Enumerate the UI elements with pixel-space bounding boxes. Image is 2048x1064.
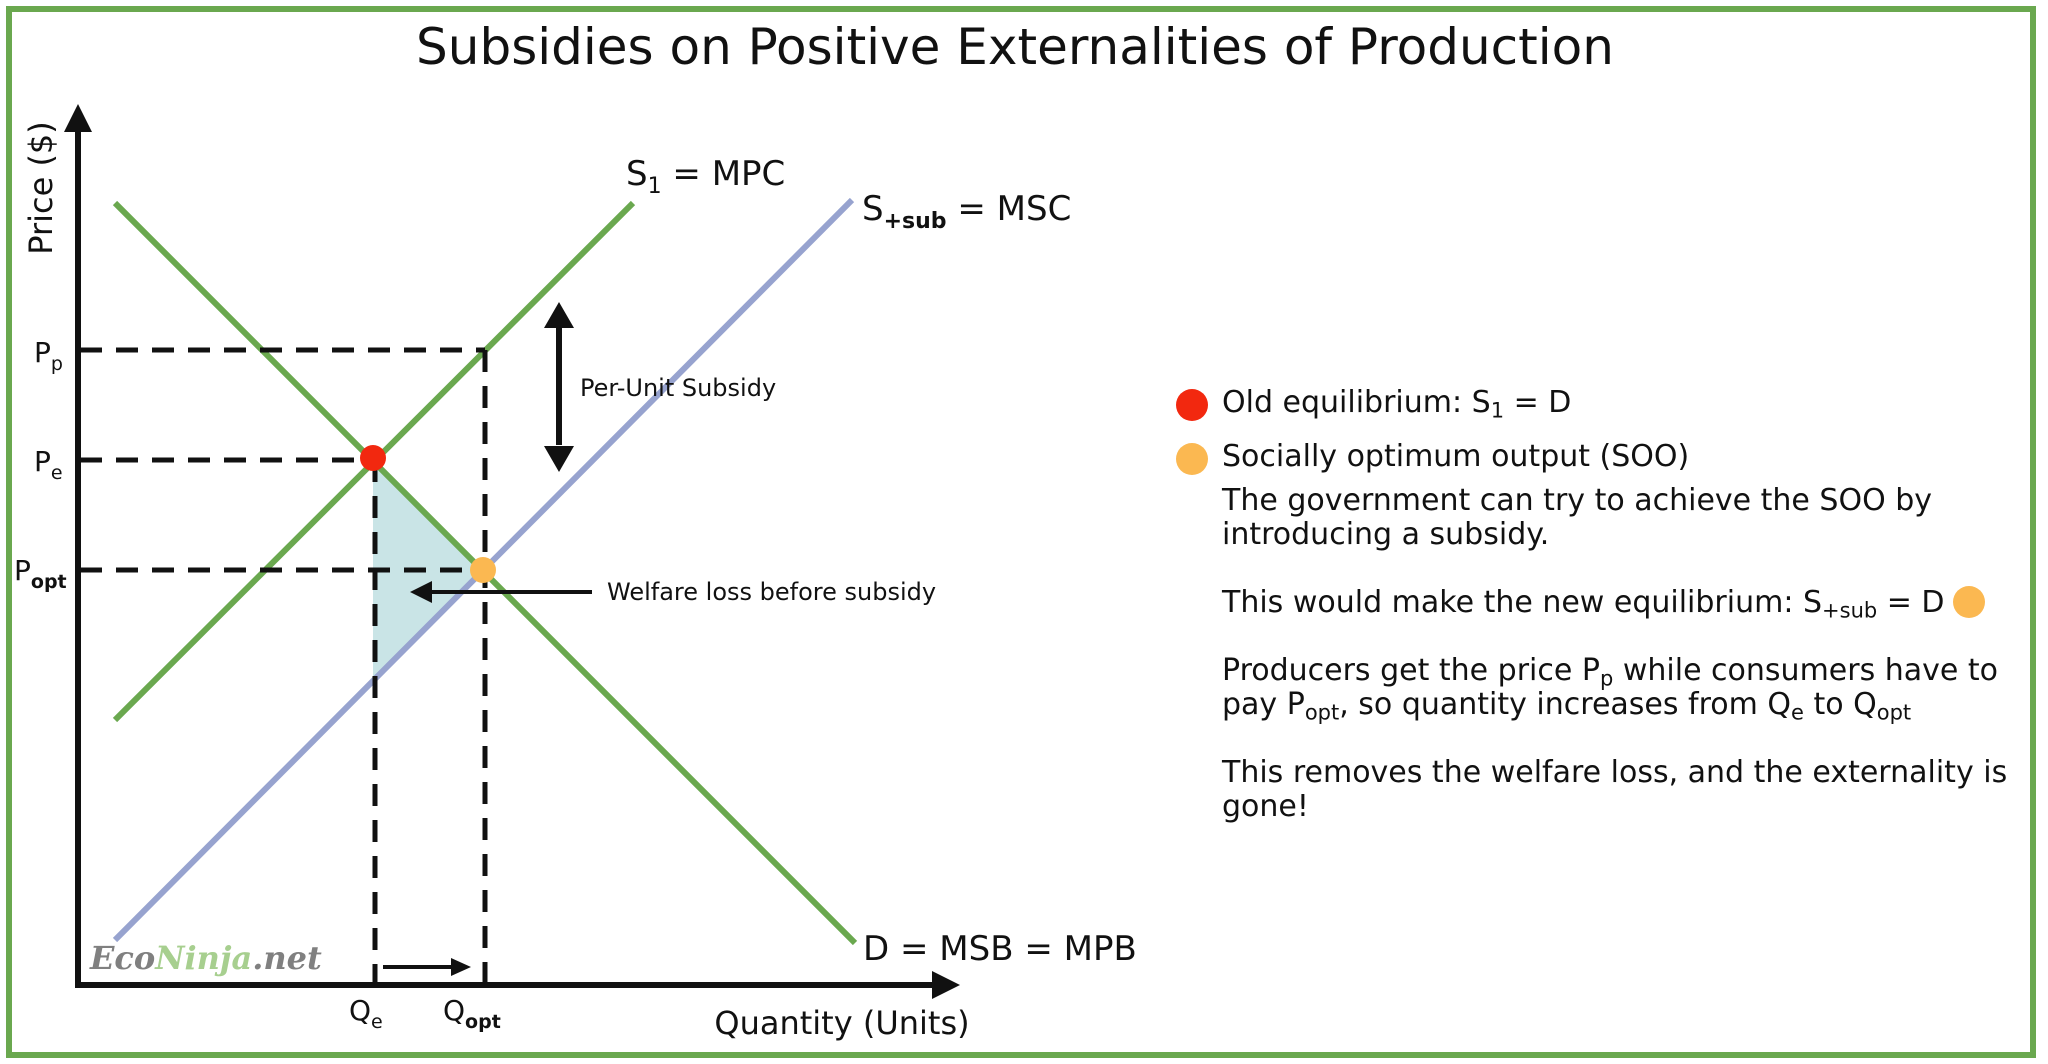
legend-panel: Old equilibrium: S1 = D Socially optimum… xyxy=(1176,384,2036,858)
popt-label: Popt xyxy=(14,554,67,593)
s1-label: S1 = MPC xyxy=(626,154,785,199)
pp-label: Pp xyxy=(34,336,63,375)
page-title: Subsidies on Positive Externalities of P… xyxy=(416,18,1614,76)
subsidy-arrow-up xyxy=(544,302,574,328)
frame-border xyxy=(6,6,2036,1058)
explanation-paragraph-4: This removes the welfare loss, and the e… xyxy=(1222,755,2008,824)
y-axis-label: Price ($) xyxy=(22,121,60,255)
legend-soo-text: Socially optimum output (SOO) xyxy=(1222,439,1690,474)
welfare-loss-arrowhead xyxy=(410,581,432,603)
welfare-loss-area xyxy=(373,458,483,681)
legend-old-equilibrium: Old equilibrium: S1 = D xyxy=(1176,384,2036,438)
orange-dot-icon xyxy=(1176,443,1208,475)
quantity-increase-arrowhead xyxy=(451,958,471,976)
subsidy-arrow-down xyxy=(544,446,574,472)
pe-label: Pe xyxy=(34,445,63,484)
x-axis-label: Quantity (Units) xyxy=(714,1004,969,1042)
explanation-paragraph-3: Producers get the price Pp while consume… xyxy=(1222,653,1999,725)
optimum-point xyxy=(470,557,496,583)
y-axis-arrow xyxy=(64,104,92,132)
explanation-paragraph-1: The government can try to achieve the SO… xyxy=(1222,483,1933,552)
qe-label: Qe xyxy=(349,994,383,1033)
old-equilibrium-point xyxy=(360,445,386,471)
welfare-loss-label: Welfare loss before subsidy xyxy=(607,578,936,606)
qopt-label: Qopt xyxy=(443,994,501,1033)
explanation-paragraph-2: This would make the new equilibrium: S+s… xyxy=(1222,586,2036,621)
per-unit-subsidy-label: Per-Unit Subsidy xyxy=(580,374,776,402)
s-sub-label: S+sub = MSC xyxy=(862,189,1071,234)
demand-label: D = MSB = MPB xyxy=(863,929,1137,969)
legend-old-eq-text: Old equilibrium: S1 = D xyxy=(1222,385,1572,423)
legend-soo: Socially optimum output (SOO) xyxy=(1176,438,2036,492)
x-axis-arrow xyxy=(932,971,960,999)
watermark-logo: EcoNinja.net xyxy=(89,939,322,977)
orange-dot-icon xyxy=(1952,586,1985,618)
red-dot-icon xyxy=(1176,389,1208,421)
dashed-guides xyxy=(80,347,488,985)
